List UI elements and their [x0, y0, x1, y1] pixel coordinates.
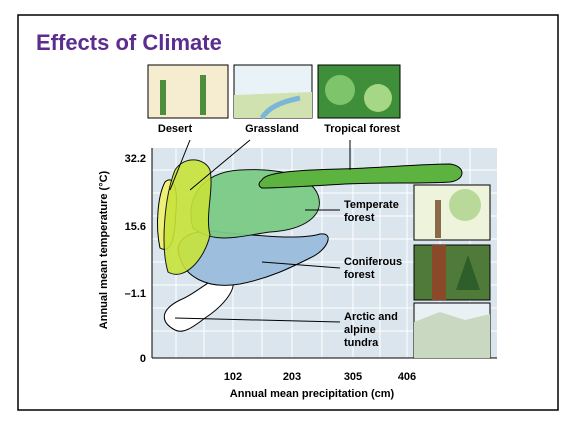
y-tick-label: 15.6 — [125, 221, 146, 233]
trunk — [432, 245, 446, 300]
coniferous-picture — [414, 245, 490, 300]
trunk — [435, 200, 441, 238]
biome-label: tundra — [344, 337, 379, 349]
foliage — [364, 84, 392, 112]
foliage — [325, 75, 355, 105]
y-tick-label: –1.1 — [125, 288, 146, 300]
x-tick-label: 406 — [398, 371, 416, 383]
x-tick-label: 305 — [344, 371, 362, 383]
biome-label: Arctic and — [344, 311, 398, 323]
x-tick-label: 203 — [283, 371, 301, 383]
biome-label: forest — [344, 269, 375, 281]
slide-title: Effects of Climate — [36, 30, 222, 55]
x-axis-label: Annual mean precipitation (cm) — [230, 388, 395, 400]
biome-label: Tropical forest — [324, 123, 400, 135]
y-tick-label: 0 — [140, 353, 146, 365]
foliage — [449, 189, 481, 221]
biome-label: Desert — [158, 123, 193, 135]
y-axis-label: Annual mean temperature (°C) — [98, 170, 110, 329]
slide: Effects of Climate — [0, 0, 577, 424]
biome-label: Temperate — [344, 199, 399, 211]
x-tick-label: 102 — [224, 371, 242, 383]
y-tick-label: 32.2 — [125, 153, 146, 165]
biome-label: Grassland — [245, 123, 299, 135]
biome-label: forest — [344, 212, 375, 224]
biome-label: Coniferous — [344, 256, 402, 268]
biome-label: alpine — [344, 324, 376, 336]
cactus — [160, 80, 166, 115]
tundra-ground — [414, 312, 490, 358]
cactus — [200, 75, 206, 115]
